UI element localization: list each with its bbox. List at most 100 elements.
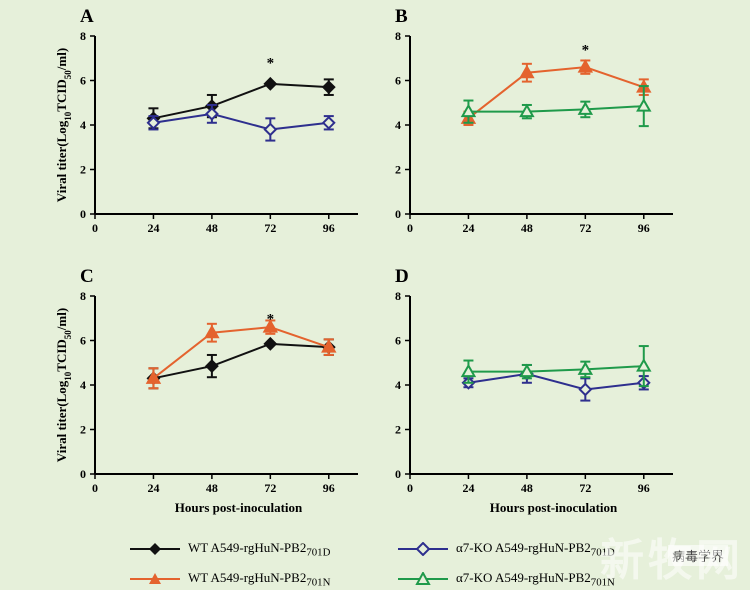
series-wt_d xyxy=(146,336,336,390)
x-tick-label: 72 xyxy=(579,221,591,235)
x-tick-label: 24 xyxy=(147,481,159,495)
data-point xyxy=(519,64,535,79)
series-line xyxy=(153,342,329,380)
y-tick-label: 2 xyxy=(80,423,86,437)
panel-letter: A xyxy=(80,6,94,27)
x-tick-label: 96 xyxy=(323,481,335,495)
legend-item-wt-701n: WT A549-rgHuN-PB2701N xyxy=(130,570,330,589)
y-tick-label: 0 xyxy=(80,467,86,481)
significance-marker: * xyxy=(267,56,275,72)
series-line xyxy=(152,326,330,380)
y-tick-label: 6 xyxy=(80,334,86,348)
significance-marker: * xyxy=(267,311,275,327)
x-tick-label: 96 xyxy=(638,221,650,235)
series-line xyxy=(468,105,644,113)
data-point xyxy=(146,115,161,130)
data-point xyxy=(577,361,594,375)
legend-swatch-wt-701n xyxy=(130,573,180,585)
x-axis-label: Hours post-inoculation xyxy=(175,500,303,515)
x-tick-label: 48 xyxy=(521,221,533,235)
legend-item-ko-701d: α7-KO A549-rgHuN-PB2701D xyxy=(398,540,615,559)
x-tick-label: 0 xyxy=(407,481,413,495)
x-tick-label: 24 xyxy=(147,221,159,235)
data-point xyxy=(460,363,477,378)
data-point xyxy=(263,76,278,91)
x-tick-label: 96 xyxy=(323,221,335,235)
panel-letter: D xyxy=(395,266,409,287)
data-point xyxy=(636,98,652,112)
series-line xyxy=(153,82,329,120)
y-tick-label: 8 xyxy=(80,289,86,303)
data-point xyxy=(321,339,337,353)
x-axis-label: Hours post-inoculation xyxy=(490,500,618,515)
y-tick-label: 4 xyxy=(80,378,86,392)
legend-swatch-ko-701d xyxy=(398,542,448,557)
legend-swatch-ko-701n xyxy=(398,572,448,586)
legend-item-ko-701n: α7-KO A549-rgHuN-PB2701N xyxy=(398,570,615,589)
y-tick-label: 4 xyxy=(395,118,401,132)
data-point xyxy=(263,336,278,351)
y-axis-label: Viral titer(Log10TCID50/ml) xyxy=(54,48,73,202)
x-tick-label: 48 xyxy=(206,481,218,495)
legend-label-wt-701n: WT A549-rgHuN-PB2701N xyxy=(188,570,331,589)
data-point xyxy=(204,106,219,121)
data-point xyxy=(577,101,594,115)
x-tick-label: 0 xyxy=(92,481,98,495)
watermark-subtitle: 病毒学界 xyxy=(667,545,728,566)
data-point xyxy=(577,59,594,73)
series-line xyxy=(468,372,644,391)
y-tick-label: 0 xyxy=(395,207,401,221)
data-point xyxy=(262,319,279,333)
x-tick-label: 48 xyxy=(206,221,218,235)
series-wt_n xyxy=(460,59,652,126)
series-line xyxy=(153,112,329,131)
data-point xyxy=(321,115,336,130)
data-point xyxy=(321,80,336,95)
y-tick-label: 4 xyxy=(395,378,401,392)
legend-label-ko-701d: α7-KO A549-rgHuN-PB2701D xyxy=(456,540,615,559)
y-tick-label: 8 xyxy=(395,29,401,43)
y-tick-label: 2 xyxy=(80,163,86,177)
y-tick-label: 2 xyxy=(395,423,401,437)
series-ko_n xyxy=(460,85,652,128)
data-point xyxy=(636,358,652,372)
data-point xyxy=(519,103,535,118)
data-point xyxy=(145,370,162,384)
x-tick-label: 24 xyxy=(462,221,474,235)
data-point xyxy=(519,363,535,378)
y-tick-label: 8 xyxy=(395,289,401,303)
x-tick-label: 72 xyxy=(264,481,276,495)
x-tick-label: 0 xyxy=(407,221,413,235)
y-tick-label: 0 xyxy=(80,207,86,221)
x-tick-label: 0 xyxy=(92,221,98,235)
x-tick-label: 72 xyxy=(264,221,276,235)
x-tick-label: 72 xyxy=(579,481,591,495)
x-tick-label: 24 xyxy=(462,481,474,495)
y-tick-label: 2 xyxy=(395,163,401,177)
y-tick-label: 6 xyxy=(395,74,401,88)
significance-marker: * xyxy=(582,42,590,58)
watermark-logo: 新牧网 xyxy=(600,535,744,586)
data-point xyxy=(204,324,220,339)
series-line xyxy=(467,66,645,120)
y-tick-label: 4 xyxy=(80,118,86,132)
legend-label-wt-701d: WT A549-rgHuN-PB2701D xyxy=(188,540,331,559)
y-tick-label: 6 xyxy=(80,74,86,88)
y-tick-label: 6 xyxy=(395,334,401,348)
series-wt_n xyxy=(145,319,337,390)
data-point xyxy=(578,382,593,397)
legend: WT A549-rgHuN-PB2701D α7-KO A549-rgHuN-P… xyxy=(0,532,750,590)
x-tick-label: 48 xyxy=(521,481,533,495)
y-axis-label: Viral titer(Log10TCID50/ml) xyxy=(54,308,73,462)
series-ko_n xyxy=(460,345,652,388)
series-ko_d xyxy=(146,103,336,142)
data-point xyxy=(460,103,477,118)
legend-item-wt-701d: WT A549-rgHuN-PB2701D xyxy=(130,540,330,559)
y-tick-label: 8 xyxy=(80,29,86,43)
legend-label-ko-701n: α7-KO A549-rgHuN-PB2701N xyxy=(456,570,615,589)
